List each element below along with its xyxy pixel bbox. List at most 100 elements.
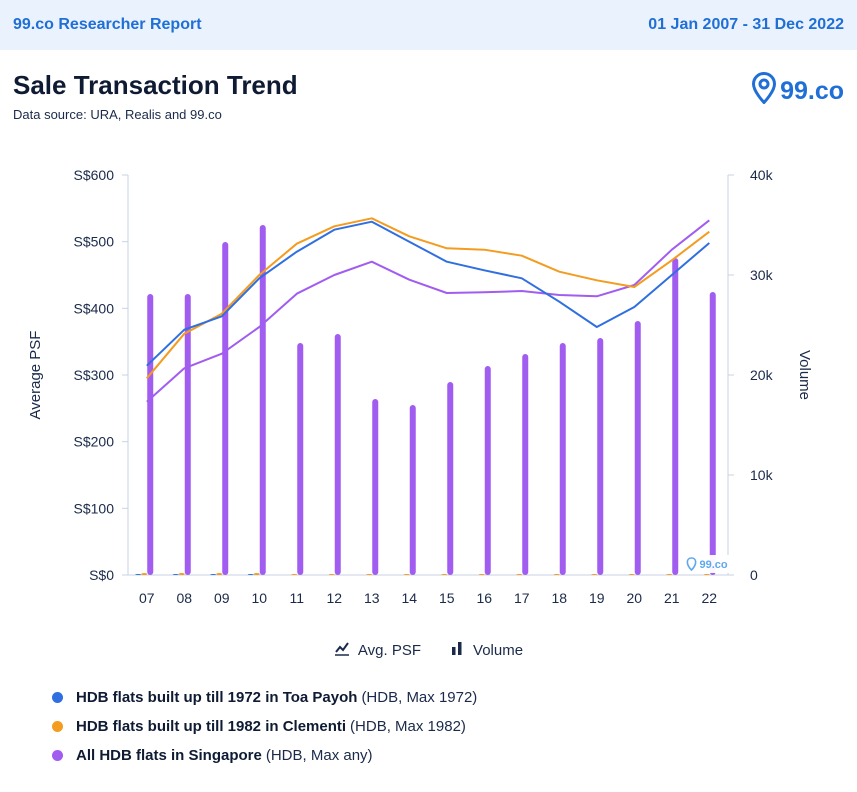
x-tick-label: 07 xyxy=(139,590,155,606)
x-tick-label: 18 xyxy=(551,590,567,606)
line-chart-icon xyxy=(334,640,350,660)
y2-tick-label: 10k xyxy=(750,467,774,483)
series-name: HDB flats built up till 1972 in Toa Payo… xyxy=(76,689,358,706)
legend-volume-label: Volume xyxy=(473,641,524,659)
volume-bar xyxy=(634,321,641,575)
volume-bar xyxy=(403,574,410,575)
series-row-clementi[interactable]: HDB flats built up till 1982 in Clementi… xyxy=(52,712,477,741)
series-color-dot xyxy=(52,750,63,761)
y2-tick-label: 20k xyxy=(750,367,774,383)
x-tick-label: 11 xyxy=(289,590,304,606)
series-row-toa-payoh[interactable]: HDB flats built up till 1972 in Toa Payo… xyxy=(52,683,477,712)
volume-bar xyxy=(222,242,229,575)
volume-bar xyxy=(553,574,560,575)
y2-tick-label: 30k xyxy=(750,267,774,283)
volume-bar xyxy=(297,343,304,575)
location-pin-icon xyxy=(752,71,777,111)
volume-bar xyxy=(328,574,335,575)
volume-bar xyxy=(259,225,266,575)
y-tick-label: S$400 xyxy=(74,300,115,316)
x-tick-label: 09 xyxy=(214,590,230,606)
volume-bar xyxy=(591,574,598,575)
header-bar: 99.co Researcher Report 01 Jan 2007 - 31… xyxy=(0,0,857,50)
y-axis-title: Average PSF xyxy=(27,331,44,420)
bar-chart-icon xyxy=(449,640,465,660)
volume-bar xyxy=(703,574,710,575)
legend-item-volume[interactable]: Volume xyxy=(449,640,523,660)
volume-bar xyxy=(447,382,454,575)
chart-legend: Avg. PSF Volume xyxy=(0,640,857,660)
x-tick-label: 13 xyxy=(364,590,380,606)
volume-bar xyxy=(247,574,254,575)
volume-bar xyxy=(522,354,529,575)
brand-logo: 99.co xyxy=(752,71,844,111)
volume-bar xyxy=(172,574,179,575)
data-source: Data source: URA, Realis and 99.co xyxy=(13,107,222,122)
x-tick-label: 22 xyxy=(701,590,717,606)
series-row-singapore[interactable]: All HDB flats in Singapore (HDB, Max any… xyxy=(52,741,477,770)
volume-bar xyxy=(334,334,341,575)
x-tick-label: 21 xyxy=(664,590,680,606)
y-tick-label: S$500 xyxy=(74,234,115,250)
volume-bar xyxy=(597,338,604,575)
volume-bar xyxy=(147,294,154,575)
psf-line xyxy=(146,219,710,403)
legend-psf-label: Avg. PSF xyxy=(357,641,422,659)
y-tick-label: S$600 xyxy=(74,167,115,183)
series-meta: (HDB, Max any) xyxy=(265,747,373,764)
volume-bar xyxy=(559,343,566,575)
volume-bar xyxy=(409,405,416,575)
volume-bar xyxy=(141,573,148,575)
watermark-pin-icon xyxy=(686,557,697,572)
series-meta: (HDB, Max 1972) xyxy=(361,689,478,706)
volume-bar xyxy=(210,574,217,575)
volume-bar xyxy=(178,573,185,575)
y-tick-label: S$200 xyxy=(74,434,115,450)
volume-bar xyxy=(709,292,716,575)
volume-bar xyxy=(484,366,491,575)
volume-bar xyxy=(291,574,298,575)
report-brand: 99.co Researcher Report xyxy=(13,16,202,33)
legend-item-psf[interactable]: Avg. PSF xyxy=(334,640,421,660)
volume-bar xyxy=(216,573,223,575)
x-tick-label: 14 xyxy=(401,590,417,606)
x-tick-label: 10 xyxy=(251,590,267,606)
logo-text: 99.co xyxy=(780,77,844,105)
volume-bar xyxy=(372,399,379,575)
date-range: 01 Jan 2007 - 31 Dec 2022 xyxy=(648,16,844,33)
volume-bar xyxy=(184,294,191,575)
x-tick-label: 12 xyxy=(326,590,342,606)
volume-bar xyxy=(628,574,635,575)
series-color-dot xyxy=(52,721,63,732)
x-tick-label: 17 xyxy=(514,590,530,606)
volume-bar xyxy=(666,574,673,575)
series-name: HDB flats built up till 1982 in Clementi xyxy=(76,718,347,735)
volume-bar xyxy=(366,574,373,575)
x-tick-label: 08 xyxy=(176,590,192,606)
psf-line xyxy=(146,220,710,367)
sale-transaction-chart: S$0 S$100 S$200 S$300 S$400 S$500 S$600 0 10k 20k… xyxy=(27,167,813,606)
watermark-text: 99.co xyxy=(700,559,728,571)
page-title: Sale Transaction Trend xyxy=(13,70,298,100)
psf-line xyxy=(146,217,710,379)
volume-bar xyxy=(253,573,260,575)
series-list: HDB flats built up till 1972 in Toa Payo… xyxy=(52,683,477,770)
y2-axis-title: Volume xyxy=(796,350,813,400)
x-tick-label: 20 xyxy=(626,590,642,606)
y2-tick-label: 40k xyxy=(750,167,774,183)
volume-bar xyxy=(441,574,448,575)
volume-bar xyxy=(135,574,142,575)
series-name: All HDB flats in Singapore xyxy=(76,747,262,764)
x-tick-label: 15 xyxy=(439,590,455,606)
y-tick-label: S$300 xyxy=(74,367,115,383)
series-meta: (HDB, Max 1982) xyxy=(350,718,466,735)
x-tick-label: 16 xyxy=(476,590,492,606)
volume-bar xyxy=(672,258,679,575)
volume-bar xyxy=(516,574,523,575)
volume-bar xyxy=(478,574,485,575)
y-tick-label: S$100 xyxy=(74,500,115,516)
y-tick-label: S$0 xyxy=(89,567,114,583)
x-tick-label: 19 xyxy=(589,590,605,606)
y2-tick-label: 0 xyxy=(750,567,758,583)
series-color-dot xyxy=(52,692,63,703)
